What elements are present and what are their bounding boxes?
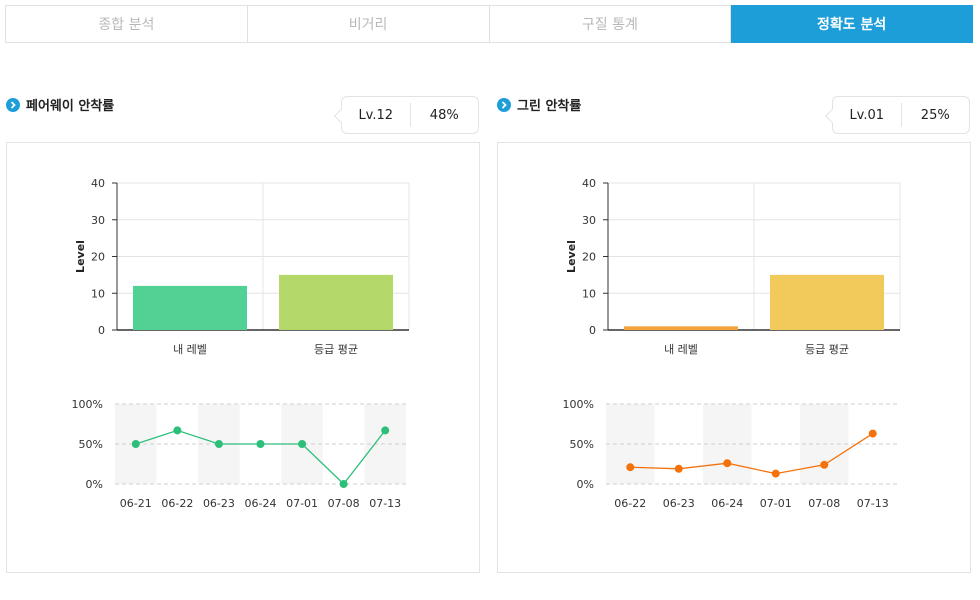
fairway-line-xtick: 06-23 (203, 497, 235, 510)
green-bar-ytick: 40 (582, 177, 596, 190)
fairway-section-title: 페어웨이 안착률 (6, 95, 114, 114)
fairway-charts-svg: 0 10 20 30 40 내 레벨 등급 평균 Level 100% 50% 0% 06-21 06-… (72, 177, 410, 510)
chevron-right-icon (497, 97, 511, 112)
green-line-ytick: 100% (563, 398, 594, 411)
fairway-line-band (364, 404, 406, 484)
fairway-bar-xtick: 내 레벨 (173, 343, 207, 356)
green-line-xtick: 06-23 (663, 497, 695, 510)
fairway-line-xtick: 07-13 (369, 497, 401, 510)
green-bar-ytick: 20 (582, 251, 596, 264)
tab-shot-stats[interactable]: 구질 통계 (489, 5, 732, 43)
fairway-line-xtick: 07-08 (328, 497, 360, 510)
green-bar-my-level (624, 326, 738, 330)
fairway-bar-ytick: 10 (91, 287, 105, 300)
fairway-line-ytick: 0% (86, 478, 103, 491)
tab-accuracy-analysis[interactable]: 정확도 분석 (731, 5, 973, 43)
green-line-point (723, 459, 732, 468)
green-bar-grade-average (770, 274, 884, 330)
green-section-title: 그린 안착률 (497, 95, 581, 114)
green-level-badge: Lv.01 25% (824, 96, 970, 134)
fairway-chart-panel: 0 10 20 30 40 내 레벨 등급 평균 Level 100% 50% 0% 06-21 06-… (6, 142, 480, 573)
green-bar-ylabel: Level (565, 240, 578, 273)
fairway-line-xtick: 06-24 (245, 497, 277, 510)
green-line-xtick: 07-08 (808, 497, 840, 510)
fairway-bar-ytick: 0 (98, 324, 105, 337)
green-title-text: 그린 안착률 (517, 99, 582, 114)
fairway-line-point (214, 440, 223, 448)
fairway-bar-xtick: 등급 평균 (314, 343, 358, 356)
fairway-bar-my-level (133, 285, 247, 330)
fairway-bar-ytick: 30 (91, 214, 105, 227)
green-line-point (771, 469, 780, 478)
fairway-line-point (256, 440, 265, 448)
fairway-line-point (339, 480, 348, 488)
green-percent-value: 25% (920, 107, 950, 123)
green-line-point (674, 464, 683, 473)
fairway-bar-ytick: 40 (91, 177, 105, 190)
fairway-line-point (381, 426, 390, 435)
fairway-line-point (298, 440, 307, 448)
green-line-xtick: 07-01 (760, 497, 792, 510)
green-line-point (820, 460, 829, 469)
green-bar-xtick: 등급 평균 (805, 343, 849, 356)
green-line-point (626, 463, 635, 472)
fairway-level-badge: Lv.12 48% (333, 96, 479, 134)
fairway-percent-value: 48% (429, 107, 459, 123)
tab-distance[interactable]: 비거리 (247, 5, 490, 43)
tab-overall-analysis[interactable]: 종합 분석 (5, 5, 248, 43)
green-line-ytick: 50% (570, 438, 594, 451)
fairway-line-ytick: 50% (79, 438, 103, 451)
green-level-value: Lv.01 (849, 107, 885, 123)
fairway-line-point (131, 440, 140, 448)
fairway-line-xtick: 07-01 (286, 497, 318, 510)
green-line-xtick: 06-24 (711, 497, 743, 510)
green-bar-ytick: 30 (582, 214, 596, 227)
fairway-bar-ylabel: Level (74, 240, 87, 273)
fairway-title-text: 페어웨이 안착률 (26, 99, 115, 114)
fairway-line-series (135, 429, 386, 485)
green-charts-svg: 0 10 20 30 40 내 레벨 등급 평균 Level 100% 50% 0% 06-22 06-… (563, 177, 901, 510)
green-bar-ytick: 0 (589, 324, 596, 337)
green-line-point (868, 429, 877, 438)
green-line-xtick: 06-22 (614, 497, 646, 510)
green-line-ytick: 0% (577, 478, 594, 491)
fairway-line-xtick: 06-22 (161, 497, 193, 510)
fairway-bar-grade-average (279, 274, 393, 330)
chevron-right-icon (6, 97, 20, 112)
fairway-line-point (173, 426, 182, 435)
green-bar-ytick: 10 (582, 287, 596, 300)
fairway-line-ytick: 100% (72, 398, 103, 411)
green-bar-xtick: 내 레벨 (664, 343, 698, 356)
fairway-line-xtick: 06-21 (120, 497, 152, 510)
green-chart-panel: 0 10 20 30 40 내 레벨 등급 평균 Level 100% 50% 0% 06-22 06-… (497, 142, 971, 573)
fairway-bar-ytick: 20 (91, 251, 105, 264)
green-line-series (630, 433, 874, 475)
fairway-level-value: Lv.12 (358, 107, 394, 123)
green-line-xtick: 07-13 (857, 497, 889, 510)
tab-bar: 종합 분석 비거리 구질 통계 정확도 분석 (5, 5, 973, 43)
